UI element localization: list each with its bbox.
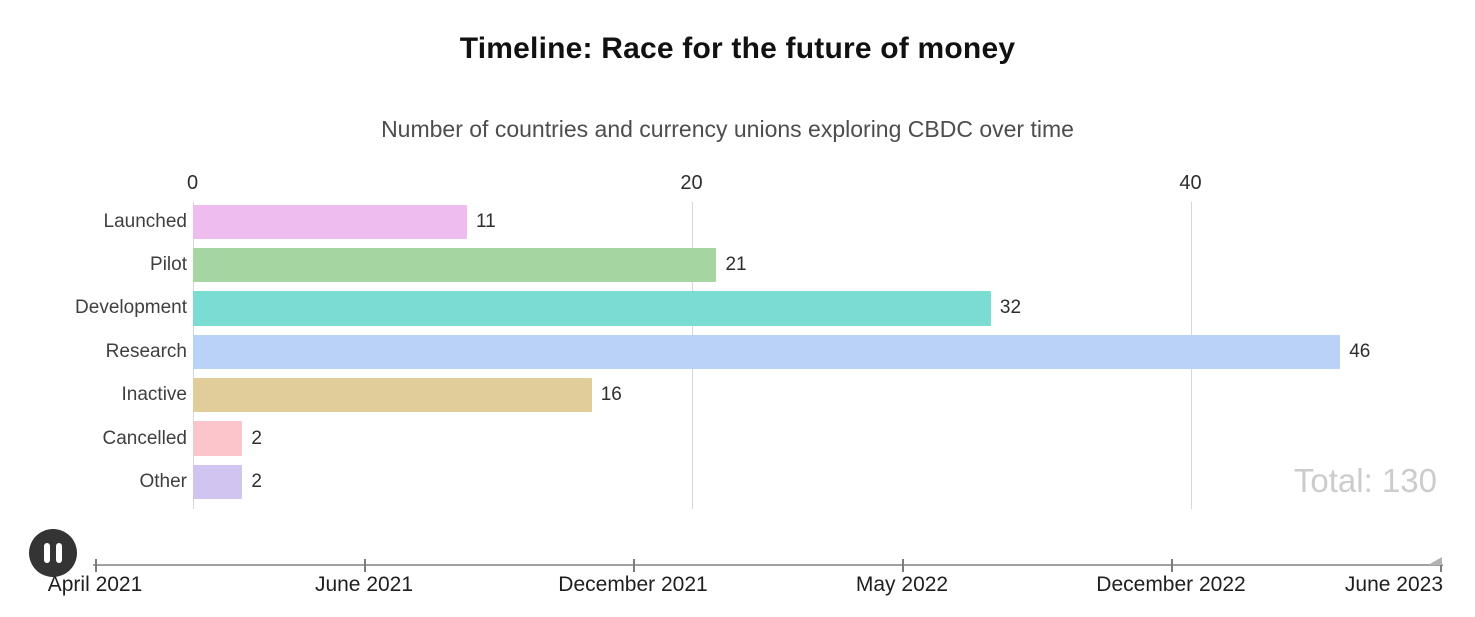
value-label: 32 <box>999 297 1022 319</box>
bar-row: Launched 11 <box>0 204 1475 239</box>
timeline-label: June 2023 <box>1344 573 1443 596</box>
bar[interactable] <box>192 291 991 326</box>
x-axis-tick-label: 40 <box>1179 172 1202 194</box>
bar[interactable] <box>192 377 592 413</box>
timeline-label: May 2022 <box>855 573 949 596</box>
value-label: 46 <box>1349 340 1371 362</box>
timeline-slider-handle[interactable] <box>1428 557 1442 565</box>
timeline-label: April 2021 <box>47 573 143 596</box>
x-axis-tick-label: 0 <box>186 172 199 194</box>
timeline-tick <box>902 559 904 572</box>
page-title: Timeline: Race for the future of money <box>459 32 1016 65</box>
category-label: Other <box>139 470 187 492</box>
category-label: Cancelled <box>102 427 188 449</box>
value-label: 16 <box>600 384 622 406</box>
bar-row: Other 2 <box>0 464 1475 500</box>
value-label: 11 <box>475 210 496 232</box>
bar[interactable] <box>192 334 1341 370</box>
bar-row: Research 46 <box>0 334 1475 370</box>
value-label: 21 <box>725 254 747 276</box>
timeline-tick <box>1171 559 1173 572</box>
bar-row: Inactive 16 <box>0 377 1475 413</box>
pause-button[interactable] <box>29 529 77 577</box>
bar-row: Pilot 21 <box>0 247 1475 283</box>
category-label: Research <box>105 340 187 362</box>
category-label: Development <box>75 297 187 319</box>
bar[interactable] <box>192 204 467 239</box>
bar-row: Development 32 <box>0 291 1475 326</box>
chart-subtitle: Number of countries and currency unions … <box>381 116 1074 142</box>
timeline-tick <box>1440 559 1442 572</box>
timeline-tick <box>95 559 97 572</box>
timeline-tick <box>633 559 635 572</box>
category-label: Inactive <box>121 384 187 406</box>
category-label: Pilot <box>150 254 187 276</box>
timeline-axis[interactable] <box>93 564 1443 566</box>
total-label: Total: 130 <box>1293 462 1437 499</box>
bar[interactable] <box>192 464 243 500</box>
value-label: 2 <box>251 427 262 449</box>
timeline-label: December 2022 <box>1096 573 1246 596</box>
bar[interactable] <box>192 247 717 283</box>
pause-icon <box>44 543 62 563</box>
timeline-label: December 2021 <box>558 573 708 596</box>
timeline-tick <box>364 559 366 572</box>
timeline-label: June 2021 <box>314 573 414 596</box>
value-label: 2 <box>251 470 262 492</box>
x-axis-tick-label: 20 <box>680 172 703 194</box>
category-label: Launched <box>103 210 187 232</box>
bar[interactable] <box>192 421 243 456</box>
bar-row: Cancelled 2 <box>0 421 1475 456</box>
